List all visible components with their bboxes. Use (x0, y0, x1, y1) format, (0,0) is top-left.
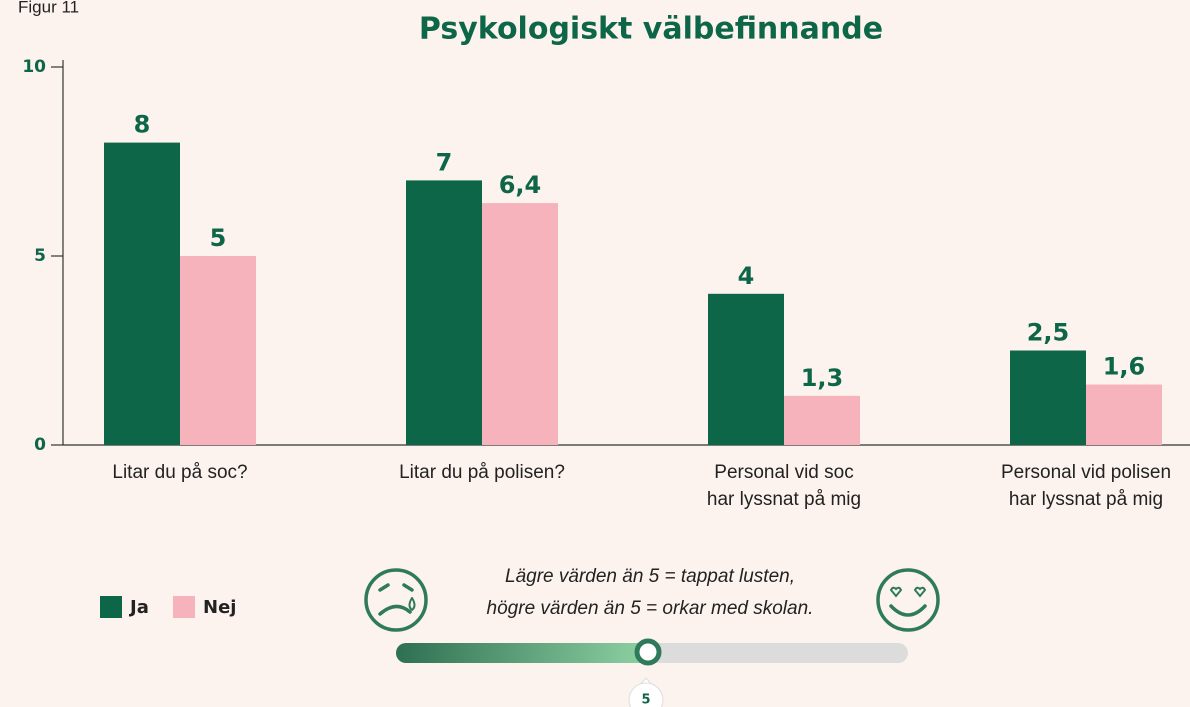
value-label: 8 (134, 111, 151, 139)
note-line: Lägre värden än 5 = tappat lusten, (505, 566, 795, 587)
x-tick-label-line: Personal vid polisen (1000, 462, 1172, 483)
happy-icon (876, 568, 940, 632)
x-tick-label-line: har lyssnat på mig (1008, 489, 1164, 510)
value-label: 2,5 (1027, 319, 1070, 347)
slider-label: 5 (641, 693, 650, 707)
value-label: 4 (738, 262, 755, 290)
x-tick-label-line: Litar du på soc? (112, 462, 248, 483)
legend-label: Ja (128, 597, 149, 618)
slider-fill (396, 643, 652, 663)
x-tick-label: Personal vid polisen har lyssnat på mig (936, 459, 1190, 513)
figure-label: Figur 11 (18, 0, 79, 16)
bar (482, 203, 558, 445)
bar (104, 142, 180, 445)
x-tick-label-line: har lyssnat på mig (706, 489, 862, 510)
value-label: 7 (436, 148, 453, 176)
bar (406, 180, 482, 445)
x-tick-label: Litar du på soc? (30, 459, 330, 486)
sad-icon (364, 568, 428, 632)
legend-swatch (173, 596, 195, 618)
x-tick-label-line: Personal vid soc (714, 462, 854, 483)
chart-title: Psykologiskt välbefinnande (419, 12, 883, 47)
value-label: 5 (210, 224, 227, 252)
bar (1010, 350, 1086, 445)
y-tick-label: 5 (34, 246, 46, 266)
legend-swatch (100, 596, 122, 618)
x-tick-label: Litar du på polisen? (332, 459, 632, 486)
legend-label: Nej (203, 597, 236, 618)
value-label: 1,3 (801, 364, 844, 392)
bar (784, 395, 860, 445)
value-label: 1,6 (1103, 353, 1146, 381)
bar (708, 293, 784, 445)
x-tick-label: Personal vid soc har lyssnat på mig (634, 459, 934, 513)
y-tick-label: 10 (22, 57, 46, 77)
slider-knob (634, 638, 662, 666)
value-label: 6,4 (499, 171, 542, 199)
note-line: högre värden än 5 = orkar med skolan. (486, 598, 814, 619)
bar (1086, 384, 1162, 445)
x-tick-label-line: Litar du på polisen? (399, 462, 565, 483)
slider-bubble (628, 682, 664, 707)
y-tick-label: 0 (34, 435, 46, 455)
bar (180, 256, 256, 445)
